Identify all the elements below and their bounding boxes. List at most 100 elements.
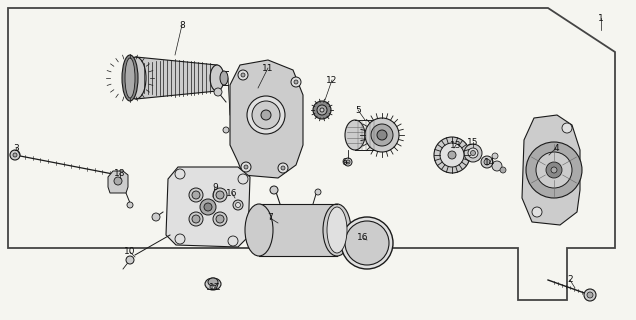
Circle shape [484,159,490,165]
Polygon shape [230,60,303,178]
Ellipse shape [184,180,236,234]
Circle shape [536,152,572,188]
Circle shape [346,160,350,164]
Circle shape [587,292,593,298]
Circle shape [214,88,222,96]
Ellipse shape [204,203,212,211]
Circle shape [492,153,498,159]
Ellipse shape [216,191,224,199]
Ellipse shape [192,215,200,223]
Text: 11: 11 [262,63,273,73]
Circle shape [492,161,502,171]
Circle shape [584,289,596,301]
Circle shape [551,167,557,173]
Ellipse shape [235,203,240,207]
Ellipse shape [189,188,203,202]
Polygon shape [522,115,580,225]
Ellipse shape [341,217,393,269]
Text: 5: 5 [355,106,361,115]
Ellipse shape [345,120,365,150]
Text: 7: 7 [267,213,273,222]
Circle shape [238,70,248,80]
Polygon shape [136,57,217,99]
Ellipse shape [377,130,387,140]
Circle shape [10,150,20,160]
Circle shape [223,127,229,133]
Circle shape [315,189,321,195]
Text: 16: 16 [226,188,238,197]
Circle shape [500,167,506,173]
Ellipse shape [320,108,324,112]
Circle shape [281,166,285,170]
Text: 6: 6 [341,157,347,166]
Ellipse shape [210,285,216,289]
Circle shape [238,174,248,184]
Ellipse shape [126,57,146,99]
Text: 2: 2 [567,276,573,284]
Text: 1: 1 [598,13,604,22]
Polygon shape [259,204,337,256]
Ellipse shape [261,110,271,120]
Circle shape [546,162,562,178]
Ellipse shape [233,200,243,210]
Circle shape [294,80,298,84]
Ellipse shape [208,278,218,286]
Circle shape [241,162,251,172]
Ellipse shape [200,199,216,215]
Text: 16: 16 [357,234,369,243]
Text: 8: 8 [179,20,185,29]
Ellipse shape [213,188,227,202]
Circle shape [532,207,542,217]
Circle shape [127,202,133,208]
Text: 12: 12 [326,76,338,84]
Circle shape [278,163,288,173]
Text: 3: 3 [13,143,19,153]
Circle shape [114,177,122,185]
Text: 17: 17 [209,284,221,292]
Polygon shape [108,171,128,193]
Text: 4: 4 [553,143,559,153]
Ellipse shape [317,105,327,115]
Ellipse shape [365,118,399,152]
Text: 10: 10 [124,247,135,257]
Ellipse shape [205,278,221,290]
Circle shape [344,158,352,166]
Ellipse shape [323,204,351,256]
Circle shape [270,186,278,194]
Circle shape [175,169,185,179]
Ellipse shape [468,148,478,158]
Ellipse shape [448,151,456,159]
Ellipse shape [192,191,200,199]
Circle shape [562,123,572,133]
Ellipse shape [440,143,464,167]
Text: 15: 15 [467,138,479,147]
Circle shape [291,77,301,87]
Circle shape [175,234,185,244]
Circle shape [526,142,582,198]
Ellipse shape [245,204,273,256]
Ellipse shape [434,137,470,173]
Circle shape [244,165,248,169]
Circle shape [241,73,245,77]
Ellipse shape [327,207,347,253]
Ellipse shape [216,215,224,223]
Ellipse shape [471,150,476,156]
Ellipse shape [213,212,227,226]
Text: 14: 14 [484,157,495,166]
Ellipse shape [371,124,393,146]
Circle shape [13,153,17,157]
Ellipse shape [210,65,224,91]
Ellipse shape [125,58,135,98]
Circle shape [481,156,493,168]
Ellipse shape [252,101,280,129]
Ellipse shape [189,212,203,226]
Ellipse shape [345,221,389,265]
Circle shape [228,236,238,246]
Text: 18: 18 [114,169,126,178]
Ellipse shape [247,96,285,134]
Text: 13: 13 [450,140,462,149]
Circle shape [126,256,134,264]
Ellipse shape [464,144,482,162]
Ellipse shape [220,71,228,85]
Circle shape [152,213,160,221]
